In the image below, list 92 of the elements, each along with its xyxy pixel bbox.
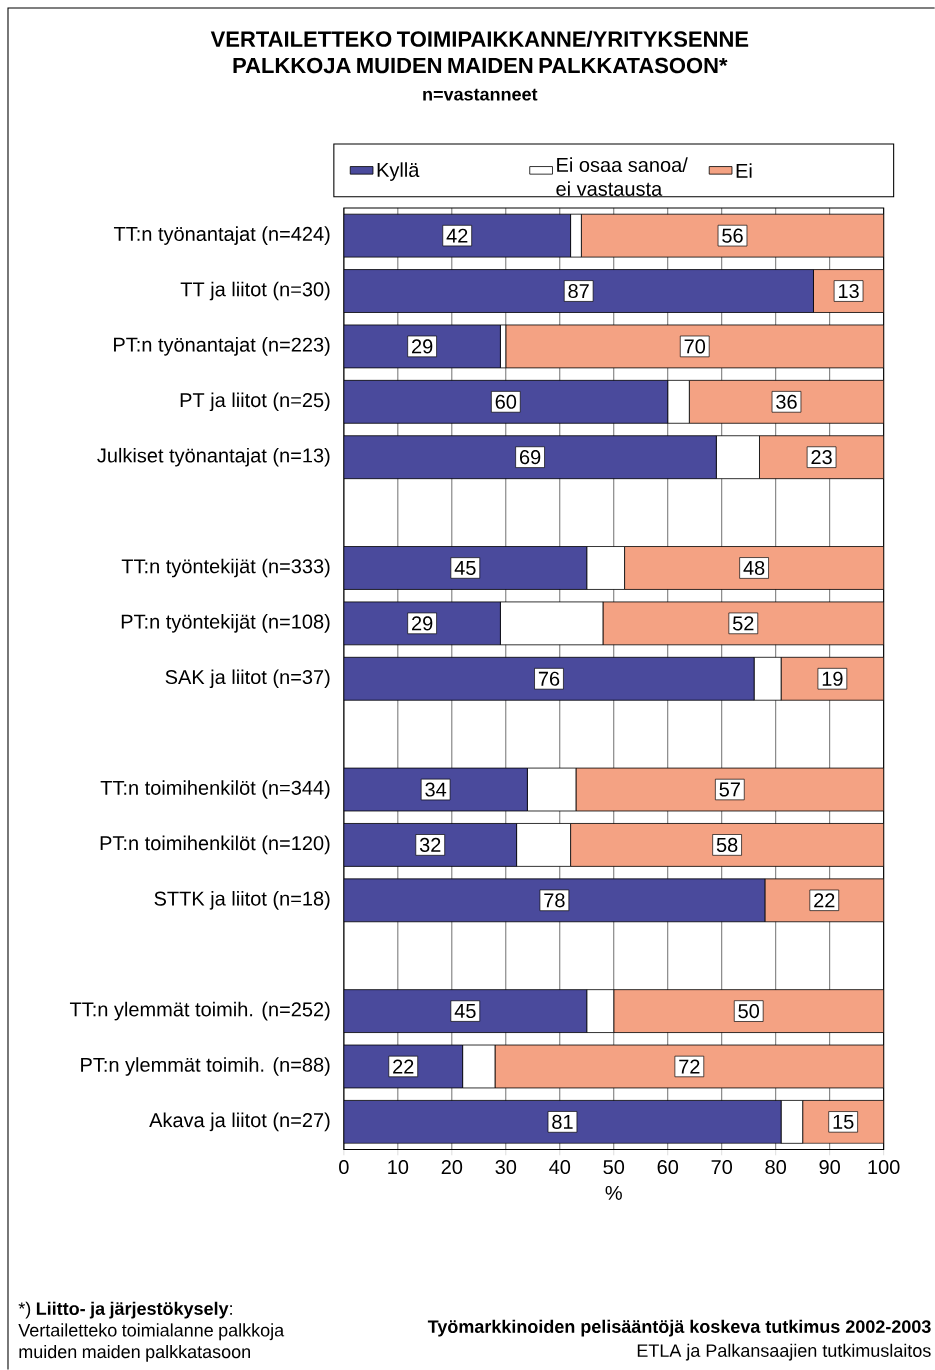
bar	[570, 823, 884, 867]
y-tick-label: TT ja liitot (n=30)	[180, 281, 330, 301]
text: *) Liitto- ja järjestökysely: Vertailetteko toimialanne palkkoja muiden maiden palkkatasoon	[18, 1301, 285, 1362]
y-tick-label: PT:n työntekijät (n=108)	[121, 614, 330, 633]
bar	[586, 546, 625, 590]
bar	[343, 878, 766, 923]
data-label: 76	[538, 671, 560, 686]
data-label: 23	[811, 450, 832, 465]
bar	[343, 213, 571, 258]
bar	[343, 601, 501, 646]
x-tick-label: 80	[765, 1159, 786, 1175]
data-label: 19	[822, 671, 843, 686]
data-label: 58	[716, 837, 738, 852]
bar	[624, 546, 884, 590]
y-tick-label: PT:n ylemmät toimih. (n=88)	[81, 1057, 330, 1076]
chart-subtitle: n=vastanneet	[423, 88, 538, 101]
y-tick-label: SAK ja liitot (n=37)	[165, 669, 330, 689]
data-label: 72	[679, 1059, 700, 1074]
bar	[516, 823, 571, 867]
data-label: 50	[738, 1004, 759, 1019]
y-tick-label: TT:n ylemmät toimih. (n=252)	[69, 1001, 330, 1021]
bar	[586, 989, 615, 1033]
x-tick-label: 40	[549, 1159, 571, 1175]
bar	[343, 656, 755, 701]
data-label: 70	[684, 339, 705, 354]
data-label: 32	[419, 837, 441, 852]
data-label: 69	[519, 450, 541, 465]
y-tick-label: PT:n toimihenkilöt (n=120)	[100, 835, 330, 855]
data-label: 29	[411, 339, 433, 354]
data-label: 57	[719, 782, 740, 797]
data-label: 45	[454, 560, 476, 575]
bar	[343, 269, 814, 313]
data-label: 87	[568, 283, 589, 299]
bar	[343, 435, 717, 480]
data-label: 22	[393, 1059, 414, 1074]
bar	[494, 1044, 884, 1089]
x-tick-label: 90	[819, 1159, 840, 1175]
y-tick-label: PT ja liitot (n=25)	[180, 392, 330, 412]
data-label: 48	[743, 560, 765, 576]
bar	[613, 989, 884, 1033]
x-tick-label: 30	[495, 1159, 517, 1175]
bar	[505, 324, 884, 369]
bar	[343, 767, 528, 812]
text: ETLA ja Palkansaajien tutkimuslaitos	[637, 1343, 931, 1361]
y-tick-label: TT:n toimihenkilöt (n=344)	[100, 780, 330, 799]
x-tick-label: 60	[657, 1159, 678, 1175]
bar	[343, 823, 517, 867]
bar	[715, 435, 760, 480]
bar	[688, 379, 884, 424]
bar	[602, 601, 884, 646]
data-label: 22	[814, 893, 835, 908]
data-label: 29	[411, 616, 433, 631]
y-tick-label: PT:n työnantajat (n=223)	[113, 337, 330, 356]
y-tick-label: STTK ja liitot (n=18)	[154, 891, 330, 910]
x-tick-label: 10	[388, 1159, 409, 1175]
legend-label: Kyllä	[377, 162, 420, 181]
y-tick-label: Julkiset työnantajat (n=13)	[97, 447, 330, 467]
text: Työmarkkinoiden pelisääntöjä koskeva tutkimus 2002-2003	[427, 1319, 931, 1337]
bar	[667, 379, 690, 424]
y-tick-label: TT:n työnantajat (n=424)	[113, 226, 330, 245]
data-label: 52	[732, 616, 754, 631]
x-axis-title: %	[605, 1185, 622, 1200]
bar	[753, 656, 782, 701]
y-tick-label: TT:n työntekijät (n=333)	[121, 558, 330, 578]
legend-label: Ei	[736, 163, 752, 178]
data-label: 36	[776, 394, 797, 409]
x-tick-label: 20	[441, 1159, 463, 1175]
bar	[343, 989, 588, 1033]
chart-title: VERTAILETTEKO TOIMIPAIKKANNE/YRITYKSENNE PALKKOJA MUIDEN MAIDEN PALKKATASOON*	[210, 30, 749, 74]
bar	[343, 546, 588, 590]
bar	[343, 1100, 782, 1144]
legend-label: Ei osaa sanoa/ ei vastausta	[556, 157, 688, 196]
x-tick-label: 50	[603, 1159, 624, 1175]
x-tick-label: 70	[711, 1159, 732, 1175]
x-tick-label: 100	[868, 1159, 900, 1175]
data-label: 42	[446, 228, 468, 243]
data-label: 56	[722, 228, 743, 243]
bar	[343, 324, 501, 369]
data-label: 34	[425, 782, 447, 797]
bar	[575, 767, 884, 812]
y-tick-label: Akava ja liitot (n=27)	[149, 1112, 330, 1132]
data-label: 60	[495, 394, 517, 409]
x-tick-label: 0	[339, 1159, 349, 1175]
data-label: 13	[838, 283, 859, 299]
data-label: 45	[454, 1004, 476, 1019]
bar	[343, 379, 669, 424]
data-label: 15	[833, 1114, 854, 1129]
bar	[499, 601, 604, 646]
data-label: 81	[552, 1114, 573, 1129]
bar	[526, 767, 577, 812]
bar	[580, 213, 884, 258]
data-label: 78	[544, 893, 565, 908]
